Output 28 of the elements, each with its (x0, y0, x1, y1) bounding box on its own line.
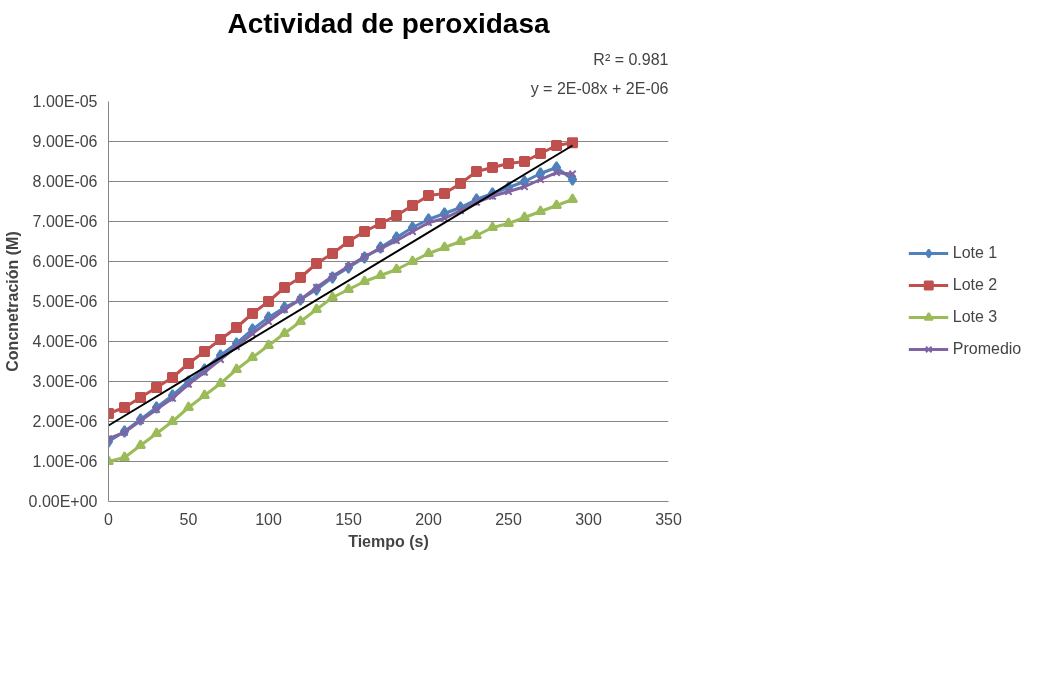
y-tick-label: 7.00E-06 (32, 213, 98, 230)
x-tick-label: 300 (575, 510, 602, 528)
y-tick-label: 0.00E+00 (28, 493, 98, 510)
y-tick-label: 1.00E-06 (32, 453, 98, 470)
x-tick-label: 0 (104, 510, 114, 528)
text: R² = 0.981 (593, 50, 669, 68)
y-tick-label: 3.00E-06 (32, 373, 98, 390)
legend-label: Lote 1 (952, 244, 998, 262)
y-tick-label: 6.00E-06 (32, 253, 98, 270)
x-tick-label: 100 (255, 510, 282, 528)
x-tick-label: 350 (655, 510, 682, 528)
y-axis-title: Concnetración (M) (3, 231, 21, 372)
x-axis-title: Tiempo (s) (348, 532, 429, 550)
chart-title: Actividad de peroxidasa (227, 7, 550, 39)
y-tick-label: 1.00E-05 (32, 93, 98, 110)
y-tick-label: 2.00E-06 (32, 413, 98, 430)
text: y = 2E-08x + 2E-06 (530, 79, 669, 97)
legend-label: Promedio (952, 340, 1022, 358)
x-tick-label: 50 (179, 510, 198, 528)
y-tick-label: 4.00E-06 (32, 333, 98, 350)
x-tick-label: 250 (495, 510, 522, 528)
y-tick-label: 9.00E-06 (32, 133, 98, 150)
legend-label: Lote 2 (952, 276, 998, 294)
x-tick-label: 150 (335, 510, 362, 528)
legend-label: Lote 3 (952, 308, 998, 326)
y-tick-label: 8.00E-06 (32, 173, 98, 190)
y-tick-label: 5.00E-06 (32, 293, 98, 310)
x-tick-label: 200 (415, 510, 442, 528)
